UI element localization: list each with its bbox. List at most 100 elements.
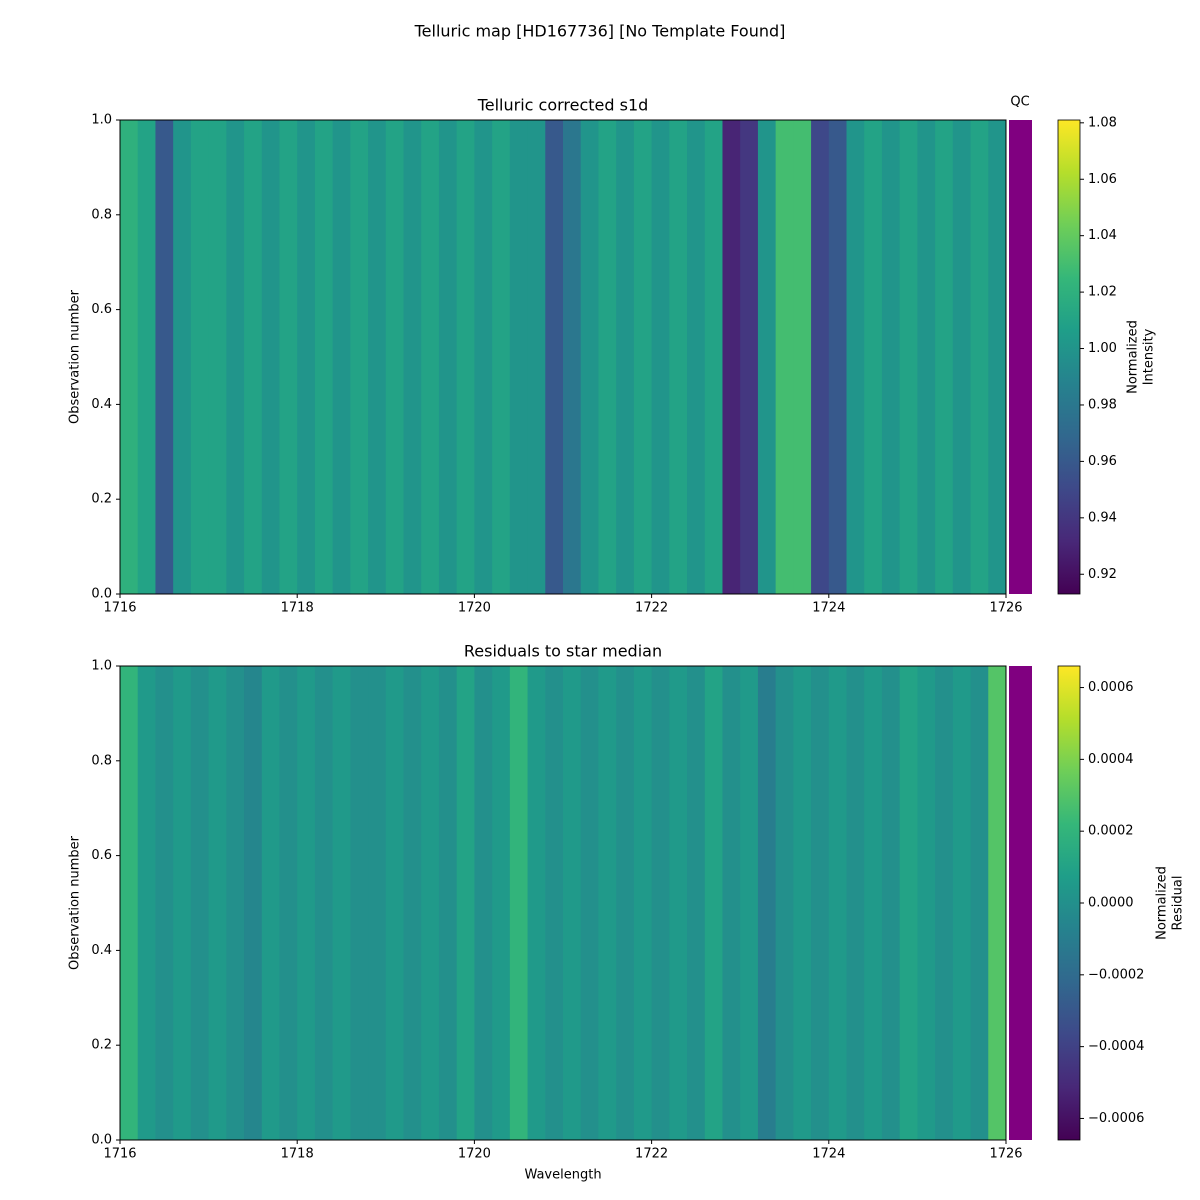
x-tick-label: 1724 — [812, 601, 845, 616]
colorbar-label: Intensity — [1142, 328, 1157, 385]
heat-stripe — [722, 120, 741, 594]
heat-stripe — [155, 120, 174, 594]
x-tick-label: 1720 — [458, 601, 491, 616]
heat-stripe — [350, 120, 369, 594]
heat-stripe — [563, 666, 582, 1140]
heat-stripe — [651, 666, 670, 1140]
y-tick-label: 0.8 — [91, 753, 112, 768]
x-axis-label: Wavelength — [524, 1168, 601, 1183]
colorbar-tick-label: 1.02 — [1088, 285, 1117, 300]
heat-stripe — [669, 120, 688, 594]
heat-stripe — [173, 120, 192, 594]
heat-stripe — [740, 120, 759, 594]
colorbar-tick-label: 1.00 — [1088, 341, 1117, 356]
colorbar-tick-label: 0.0000 — [1088, 896, 1134, 911]
heat-stripe — [775, 120, 794, 594]
y-axis-label: Observation number — [68, 289, 83, 424]
y-tick-label: 0.4 — [91, 943, 112, 958]
heat-stripe — [137, 120, 156, 594]
colorbar-tick-label: 0.92 — [1088, 567, 1117, 582]
heat-stripe — [740, 666, 759, 1140]
colorbar-tick-label: −0.0004 — [1088, 1039, 1144, 1054]
y-tick-label: 0.8 — [91, 207, 112, 222]
heat-stripe — [970, 120, 989, 594]
colorbar-tick-label: 0.98 — [1088, 397, 1117, 412]
heat-stripe — [208, 120, 227, 594]
plot-frame — [119, 665, 1007, 1141]
heat-stripe — [438, 666, 458, 1140]
heat-stripe — [226, 120, 245, 594]
heat-stripe — [846, 120, 865, 594]
heat-stripe — [988, 666, 1007, 1140]
heat-stripe — [297, 120, 316, 594]
y-tick-label: 0.6 — [91, 848, 112, 863]
heat-stripe — [509, 666, 529, 1140]
heat-stripe — [598, 120, 617, 594]
heat-stripe — [828, 120, 848, 594]
heat-stripe — [456, 666, 475, 1140]
heat-stripe — [314, 666, 334, 1140]
x-tick-label: 1722 — [635, 1147, 668, 1162]
axis-title: Residuals to star median — [464, 642, 662, 661]
heat-stripe — [881, 120, 901, 594]
heat-stripe — [988, 120, 1007, 594]
heat-stripe — [598, 666, 617, 1140]
heat-stripe — [775, 666, 794, 1140]
x-tick-label: 1720 — [458, 1147, 491, 1162]
heat-stripe — [633, 666, 653, 1140]
colorbar-tick-label: 0.0004 — [1088, 752, 1134, 767]
heat-stripe — [864, 120, 883, 594]
x-tick-label: 1716 — [103, 601, 136, 616]
y-tick-label: 0.0 — [91, 1133, 112, 1148]
heat-stripe — [332, 120, 351, 594]
colorbar — [1057, 665, 1081, 1141]
heat-stripe — [545, 120, 564, 594]
heat-stripe — [563, 120, 582, 594]
qc-label: QC — [1010, 95, 1029, 110]
qc-strip — [1009, 120, 1032, 594]
x-tick-label: 1718 — [281, 601, 314, 616]
heat-stripe — [261, 666, 280, 1140]
heat-stripe — [687, 120, 706, 594]
heat-stripe — [456, 120, 475, 594]
colorbar-tick-label: −0.0002 — [1088, 967, 1144, 982]
heat-stripe — [421, 666, 440, 1140]
heat-stripe — [952, 666, 972, 1140]
x-tick-label: 1716 — [103, 1147, 136, 1162]
heat-stripe — [385, 120, 405, 594]
heat-stripe — [828, 666, 848, 1140]
heat-stripe — [917, 120, 936, 594]
heat-stripe — [651, 120, 670, 594]
colorbar — [1057, 119, 1081, 595]
y-tick-label: 1.0 — [91, 113, 112, 128]
heat-stripe — [244, 666, 263, 1140]
heat-stripe — [190, 120, 210, 594]
heat-stripe — [616, 666, 635, 1140]
x-tick-label: 1718 — [281, 1147, 314, 1162]
heat-stripe — [474, 120, 493, 594]
heat-stripe — [403, 120, 422, 594]
x-tick-label: 1726 — [989, 1147, 1022, 1162]
heat-stripe — [722, 666, 741, 1140]
colorbar-tick-label: 0.0002 — [1088, 824, 1134, 839]
heat-stripe — [421, 120, 440, 594]
colorbar-label: Normalized — [1126, 320, 1141, 394]
axis-title: Telluric corrected s1d — [477, 96, 649, 115]
y-tick-label: 1.0 — [91, 659, 112, 674]
heat-stripe — [580, 120, 599, 594]
colorbar-tick-label: 1.06 — [1088, 172, 1117, 187]
heat-stripe — [297, 666, 316, 1140]
y-tick-label: 0.0 — [91, 587, 112, 602]
heat-stripe — [492, 666, 511, 1140]
y-tick-label: 0.4 — [91, 397, 112, 412]
x-tick-label: 1724 — [812, 1147, 845, 1162]
heat-stripe — [173, 666, 192, 1140]
heat-stripe — [704, 666, 723, 1140]
heat-stripe — [952, 120, 972, 594]
heat-stripe — [970, 666, 989, 1140]
heat-stripe — [350, 666, 369, 1140]
colorbar-tick-label: 0.0006 — [1088, 680, 1134, 695]
heat-stripe — [527, 666, 546, 1140]
heat-stripe — [935, 120, 954, 594]
figure-title: Telluric map [HD167736] [No Template Fou… — [414, 22, 786, 41]
